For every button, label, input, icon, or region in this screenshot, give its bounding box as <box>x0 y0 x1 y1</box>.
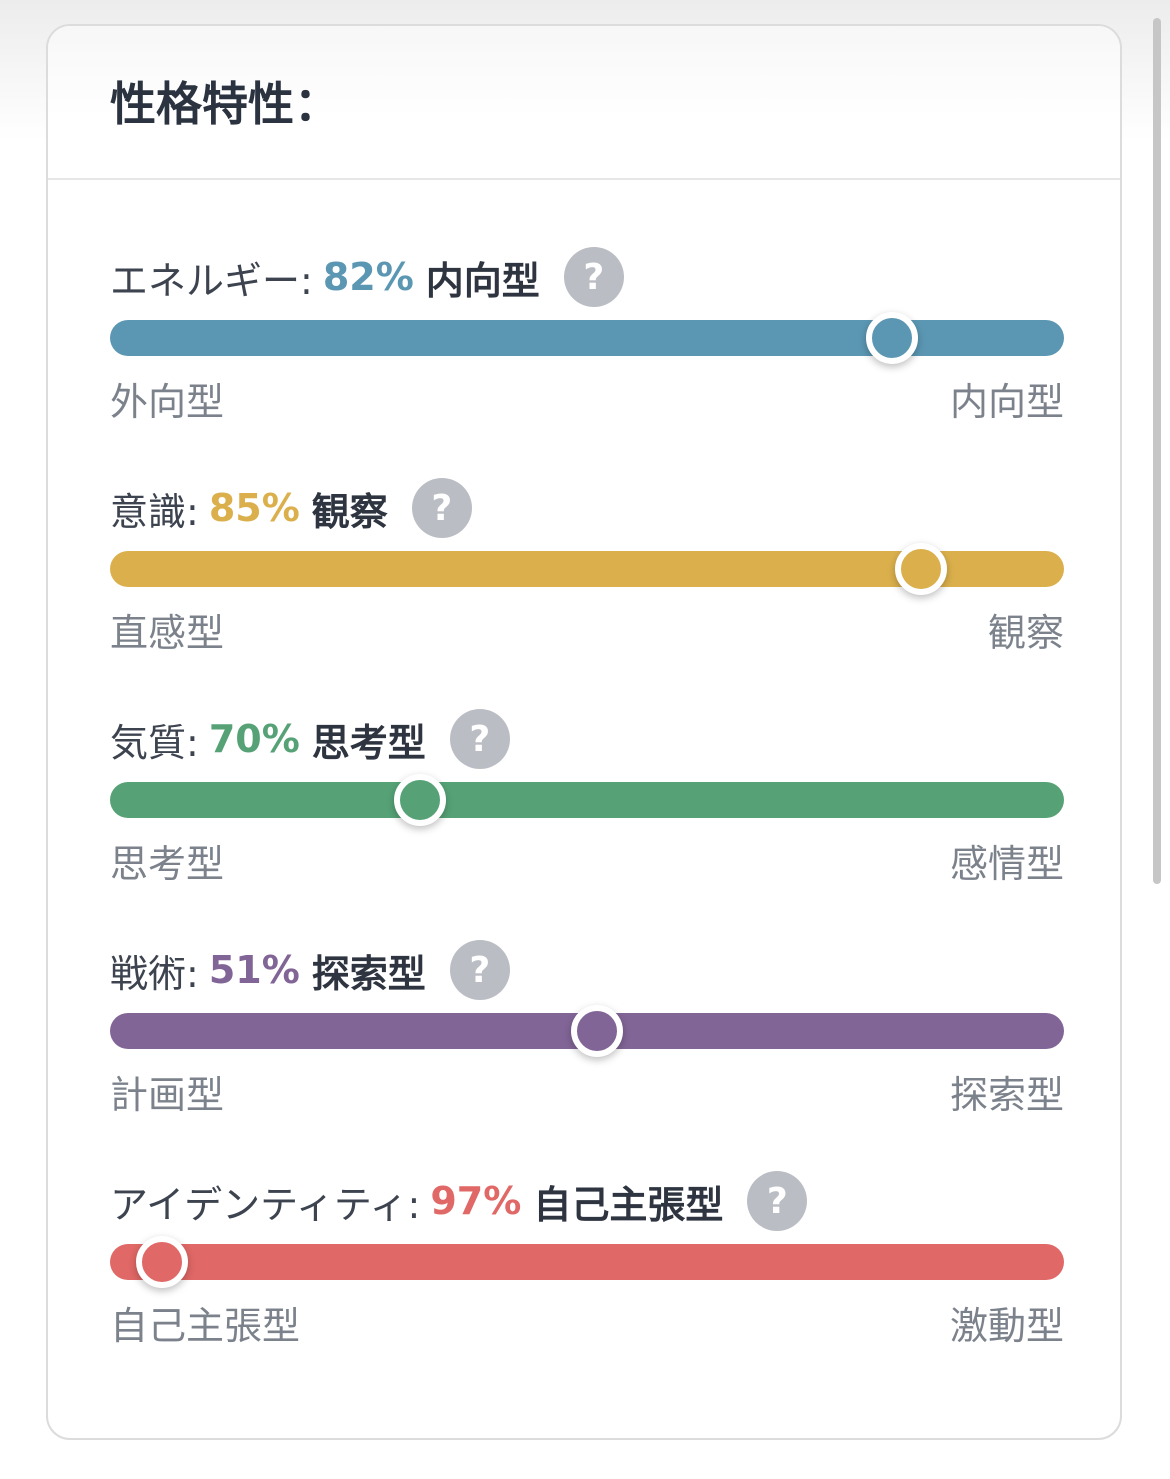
trait-slider-thumb <box>866 312 919 364</box>
trait-right-label: 内向型 <box>949 380 1064 424</box>
trait-left-label: 外向型 <box>110 380 225 424</box>
help-circle-icon[interactable]: ? <box>449 940 510 1000</box>
trait-left-label: 直感型 <box>110 611 225 655</box>
trait-result: 探索型 <box>311 951 426 996</box>
trait-slider-thumb <box>136 1236 189 1288</box>
page-scrollbar[interactable] <box>1153 18 1161 884</box>
trait-slider-thumb <box>894 543 947 595</box>
help-circle-icon[interactable]: ? <box>563 247 624 307</box>
trait-result: 内向型 <box>425 258 540 303</box>
trait-right-label: 探索型 <box>949 1073 1064 1117</box>
personality-traits-card: 性格特性： エネルギー: 82% 内向型 ? 外向型 内向型 意識: 85% 観… <box>46 24 1122 1440</box>
trait-nature: 気質: 70% 思考型 ? 思考型 感情型 <box>110 709 1064 899</box>
trait-percent: 97% <box>430 1179 522 1223</box>
trait-left-label: 自己主張型 <box>110 1304 301 1348</box>
help-circle-icon[interactable]: ? <box>747 1171 808 1231</box>
trait-slider-track <box>110 1005 1064 1057</box>
trait-mind: 意識: 85% 観察 ? 直感型 観察 <box>110 478 1064 668</box>
trait-percent: 85% <box>208 486 300 530</box>
card-header: 性格特性： <box>48 26 1120 180</box>
trait-tactics: 戦術: 51% 探索型 ? 計画型 探索型 <box>110 940 1064 1130</box>
trait-result: 自己主張型 <box>533 1182 724 1227</box>
trait-slider-track <box>110 543 1064 595</box>
help-circle-icon[interactable]: ? <box>449 709 510 769</box>
trait-percent: 82% <box>322 255 414 299</box>
trait-result: 観察 <box>311 489 388 534</box>
trait-percent: 51% <box>208 948 300 992</box>
trait-label: 意識: <box>110 489 199 534</box>
trait-identity: アイデンティティ: 97% 自己主張型 ? 自己主張型 激動型 <box>110 1171 1064 1361</box>
trait-slider-thumb <box>394 774 447 826</box>
trait-percent: 70% <box>208 717 300 761</box>
trait-result: 思考型 <box>311 720 426 765</box>
trait-heading: エネルギー: 82% 内向型 ? <box>110 247 624 307</box>
trait-slider-track <box>110 1236 1064 1288</box>
card-title: 性格特性： <box>110 77 340 131</box>
trait-label: 気質: <box>110 720 199 765</box>
trait-slider-thumb <box>570 1005 623 1057</box>
trait-right-label: 激動型 <box>949 1304 1064 1348</box>
trait-label: 戦術: <box>110 951 199 996</box>
trait-left-label: 計画型 <box>110 1073 225 1117</box>
help-circle-icon[interactable]: ? <box>411 478 472 538</box>
trait-label: エネルギー: <box>110 258 313 303</box>
trait-slider-track <box>110 774 1064 826</box>
trait-label: アイデンティティ: <box>110 1182 421 1227</box>
trait-heading: アイデンティティ: 97% 自己主張型 ? <box>110 1171 808 1231</box>
trait-left-label: 思考型 <box>110 842 225 886</box>
trait-heading: 気質: 70% 思考型 ? <box>110 709 510 769</box>
trait-heading: 戦術: 51% 探索型 ? <box>110 940 510 1000</box>
trait-right-label: 観察 <box>987 611 1064 655</box>
trait-heading: 意識: 85% 観察 ? <box>110 478 472 538</box>
trait-slider-track <box>110 312 1064 364</box>
trait-right-label: 感情型 <box>949 842 1064 886</box>
trait-energy: エネルギー: 82% 内向型 ? 外向型 内向型 <box>110 247 1064 437</box>
